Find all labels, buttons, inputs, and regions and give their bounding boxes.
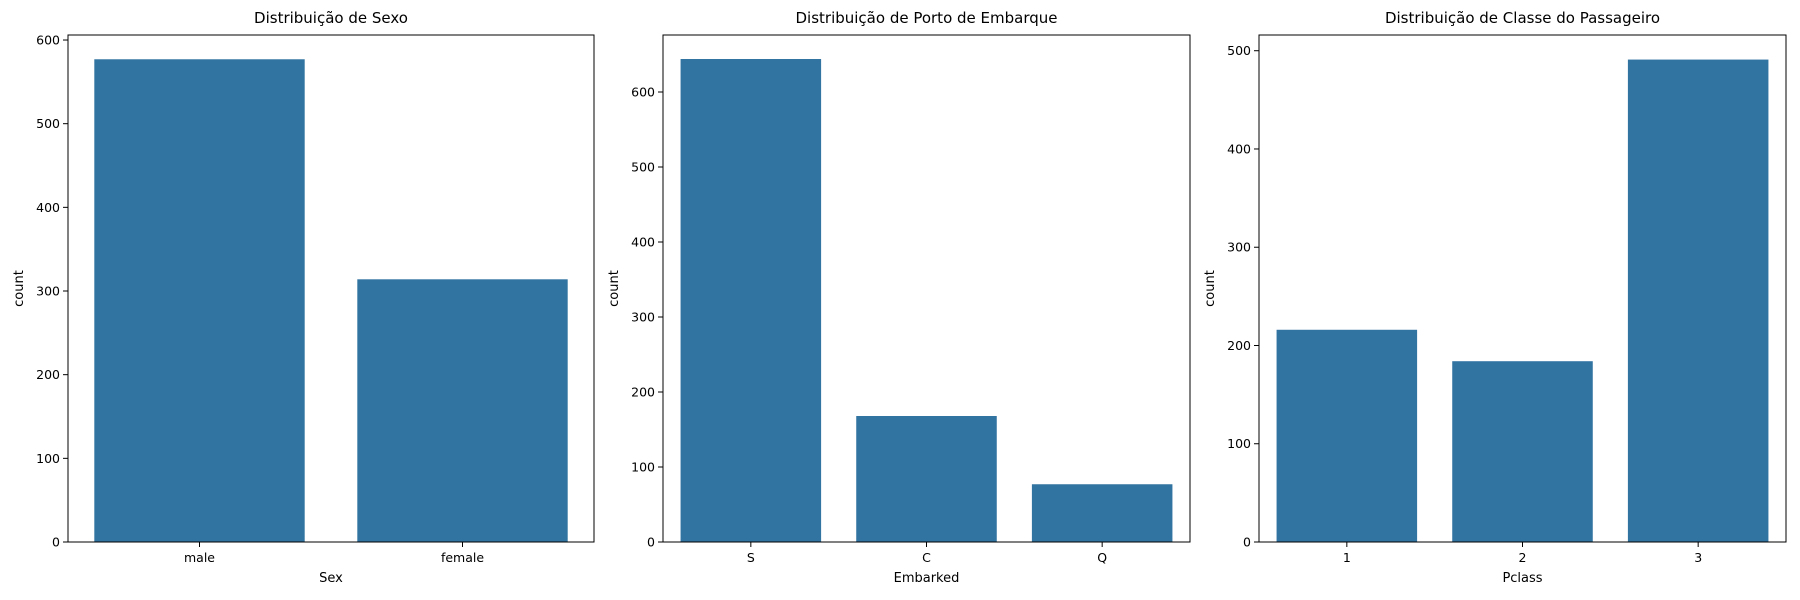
y-tick-label: 500 [36,116,60,131]
bar-male [94,59,305,542]
y-tick-label: 0 [52,535,60,550]
x-tick-label-female: female [441,550,484,565]
chart-title: Distribuição de Porto de Embarque [795,9,1057,27]
y-tick-label: 400 [631,235,655,250]
y-tick-label: 300 [36,284,60,299]
chart-2: 0 100 200 300 400 500 600 S C Q Distribuição de Po… [607,9,1191,586]
x-tick-label-male: male [184,550,215,565]
bar-female [357,279,568,542]
bar-S [680,59,822,542]
bar-1 [1276,329,1418,542]
x-tick-label-S: S [747,550,755,565]
y-tick-label: 100 [36,451,60,466]
chart-3: 0 100 200 300 400 500 1 2 3 Distribuição de Class… [1203,9,1787,586]
y-tick-label: 600 [631,85,655,100]
y-tick-label: 500 [631,160,655,175]
chart-1: 0 100 200 300 400 500 600 male female Distribuiçã… [12,9,595,586]
chart-title: Distribuição de Sexo [254,9,408,27]
y-tick-label: 0 [647,535,655,550]
x-tick-label-1: 1 [1343,550,1351,565]
x-axis-label: Embarked [894,571,960,586]
y-tick-label: 400 [1227,141,1251,156]
y-tick-label: 200 [631,385,655,400]
y-tick-label: 0 [1243,535,1251,550]
y-tick-label: 500 [1227,43,1251,58]
bar-3 [1627,59,1769,542]
axes-frame [67,34,595,543]
x-axis-label: Pclass [1502,571,1542,586]
x-axis-label: Sex [319,571,343,586]
y-axis-label: count [12,270,27,307]
y-tick-label: 300 [631,310,655,325]
bar-C [856,416,997,542]
y-axis-label: count [1203,270,1218,307]
chart-title: Distribuição de Classe do Passageiro [1385,9,1660,27]
x-tick-label-2: 2 [1519,550,1527,565]
y-tick-label: 200 [36,367,60,382]
bar-2 [1452,361,1593,542]
x-tick-label-3: 3 [1694,550,1702,565]
x-tick-label-Q: Q [1097,550,1107,565]
bar-Q [1031,484,1173,542]
y-tick-label: 200 [1227,338,1251,353]
y-tick-label: 400 [36,200,60,215]
y-tick-label: 300 [1227,240,1251,255]
y-axis-label: count [607,270,622,307]
x-tick-label-C: C [922,550,931,565]
y-tick-label: 100 [1227,436,1251,451]
y-tick-label: 100 [631,460,655,475]
y-tick-label: 600 [36,33,60,48]
